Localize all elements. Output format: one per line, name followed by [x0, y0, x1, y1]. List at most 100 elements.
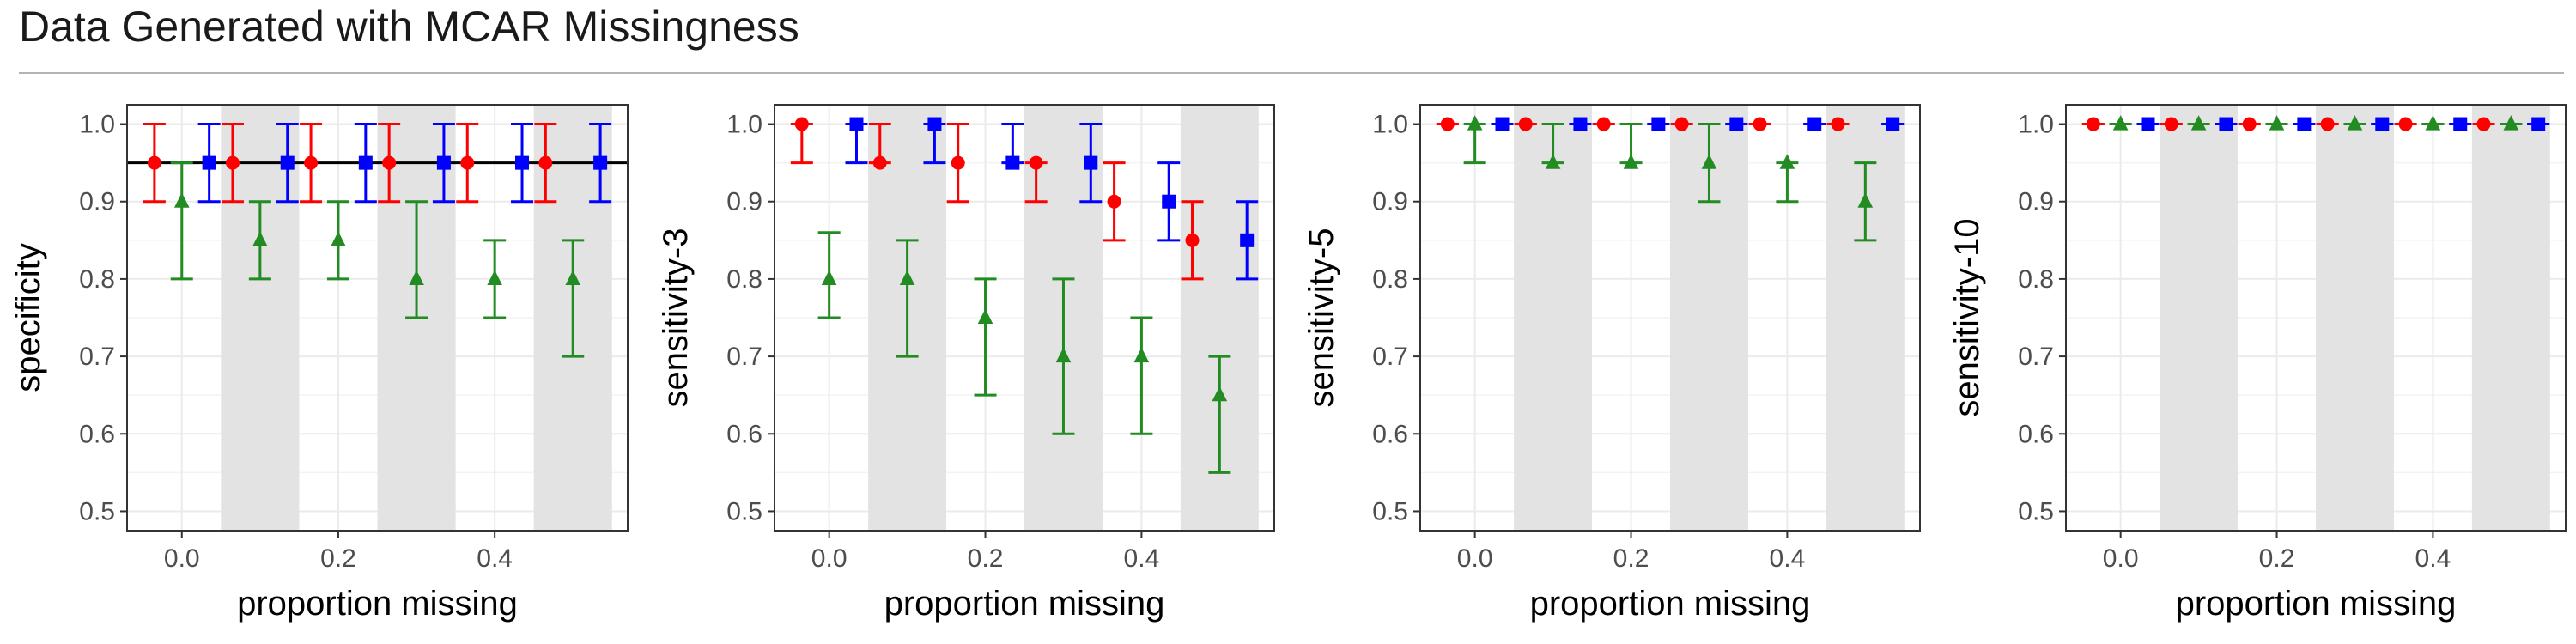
y-tick-label: 0.5	[726, 497, 762, 526]
series-series_b	[2136, 117, 2550, 131]
data-point	[515, 155, 530, 170]
series-series_c	[2109, 115, 2523, 131]
x-tick-label: 0.2	[968, 544, 1004, 573]
data-point	[1573, 117, 1588, 131]
y-tick-label: 0.7	[726, 343, 762, 371]
data-point	[2375, 117, 2390, 131]
y-tick-label: 0.8	[726, 265, 762, 294]
y-tick-label: 0.7	[79, 343, 115, 371]
panel-3: 0.5 0.6 0.7 0.8 0.9 1.0 0.0 0.2 0.4 proportion mi…	[1303, 104, 1921, 623]
data-point	[1651, 117, 1666, 131]
series-series_a	[1436, 117, 1850, 131]
data-point	[565, 270, 581, 285]
data-point	[304, 155, 319, 170]
y-tick-label: 0.8	[2018, 265, 2054, 294]
data-point	[1440, 117, 1455, 131]
x-tick-label: 0.4	[1124, 544, 1160, 573]
y-tick-label: 1.0	[1372, 111, 1408, 139]
y-tick-label: 0.8	[1372, 265, 1408, 294]
data-point	[460, 155, 475, 170]
shaded-band	[1514, 105, 1593, 531]
data-point	[2398, 117, 2413, 131]
data-point	[951, 155, 965, 170]
data-point	[2141, 117, 2155, 131]
data-point	[1495, 117, 1510, 131]
data-point	[1729, 117, 1744, 131]
series-series_a	[2081, 117, 2495, 131]
data-point	[538, 155, 553, 170]
data-point	[1831, 117, 1845, 131]
panel-border	[2065, 104, 2567, 532]
data-point	[436, 155, 451, 170]
data-point	[2164, 117, 2178, 131]
x-tick-label: 0.0	[2103, 544, 2139, 573]
x-axis-title: proportion missing	[237, 585, 518, 623]
y-tick-label: 1.0	[79, 111, 115, 139]
data-point	[1886, 117, 1900, 131]
y-tick-label: 0.9	[1372, 188, 1408, 216]
data-point	[382, 155, 397, 170]
x-tick-label: 0.0	[811, 544, 848, 573]
series-series_b	[845, 117, 1259, 281]
x-tick-label: 0.0	[1457, 544, 1493, 573]
data-point	[927, 117, 942, 131]
data-point	[1753, 117, 1767, 131]
data-point	[487, 270, 502, 285]
data-point	[2320, 117, 2335, 131]
data-point	[2086, 117, 2100, 131]
x-tick-label: 0.4	[477, 544, 513, 573]
data-point	[2242, 117, 2257, 131]
data-point	[225, 155, 240, 170]
y-tick-label: 0.5	[79, 497, 115, 526]
series-series_b	[1491, 117, 1905, 131]
panel-border	[1419, 104, 1921, 532]
y-tick-label: 0.9	[726, 188, 762, 216]
data-point	[1807, 117, 1822, 131]
y-tick-label: 0.6	[2018, 420, 2054, 448]
data-point	[2297, 117, 2312, 131]
data-point	[794, 117, 809, 131]
panel-2: 0.5 0.6 0.7 0.8 0.9 1.0 0.0 0.2 0.4 proportion mi…	[657, 104, 1275, 623]
y-tick-label: 0.8	[79, 265, 115, 294]
data-point	[1084, 155, 1098, 170]
data-point	[1779, 154, 1795, 169]
series-series_c	[817, 231, 1231, 474]
y-axis-title: sensitivity-3	[657, 228, 695, 408]
data-point	[1162, 194, 1176, 209]
y-tick-label: 0.6	[726, 420, 762, 448]
y-tick-label: 0.7	[1372, 343, 1408, 371]
data-point	[252, 231, 268, 246]
x-axis-title: proportion missing	[2176, 585, 2457, 623]
data-point	[1107, 194, 1121, 209]
x-tick-label: 0.2	[2259, 544, 2295, 573]
x-axis-title: proportion missing	[884, 585, 1165, 623]
y-axis-title: sensitivity-5	[1303, 228, 1340, 408]
panel-border	[774, 104, 1275, 532]
data-point	[2453, 117, 2468, 131]
shaded-band	[221, 105, 300, 531]
x-tick-label: 0.4	[2415, 544, 2451, 573]
data-point	[1701, 154, 1717, 169]
data-point	[280, 155, 295, 170]
data-point	[1133, 347, 1150, 363]
x-tick-label: 0.4	[1770, 544, 1806, 573]
shaded-band	[2471, 105, 2550, 531]
y-tick-label: 0.6	[1372, 420, 1408, 448]
y-tick-label: 1.0	[726, 111, 762, 139]
data-point	[147, 155, 161, 170]
data-point	[1005, 155, 1020, 170]
panel-4: 0.5 0.6 0.7 0.8 0.9 1.0 0.0 0.2 0.4 proportion mi…	[1948, 104, 2567, 623]
panel-border	[126, 104, 629, 532]
data-point	[2190, 115, 2207, 131]
shaded-band	[2316, 105, 2394, 531]
data-point	[202, 155, 216, 170]
y-axis-title: specificity	[9, 243, 47, 392]
y-tick-label: 0.9	[79, 188, 115, 216]
x-axis-title: proportion missing	[1530, 585, 1811, 623]
data-point	[1029, 155, 1043, 170]
y-tick-label: 0.5	[2018, 497, 2054, 526]
data-point	[2476, 117, 2491, 131]
y-tick-label: 0.6	[79, 420, 115, 448]
data-point	[2347, 115, 2363, 131]
